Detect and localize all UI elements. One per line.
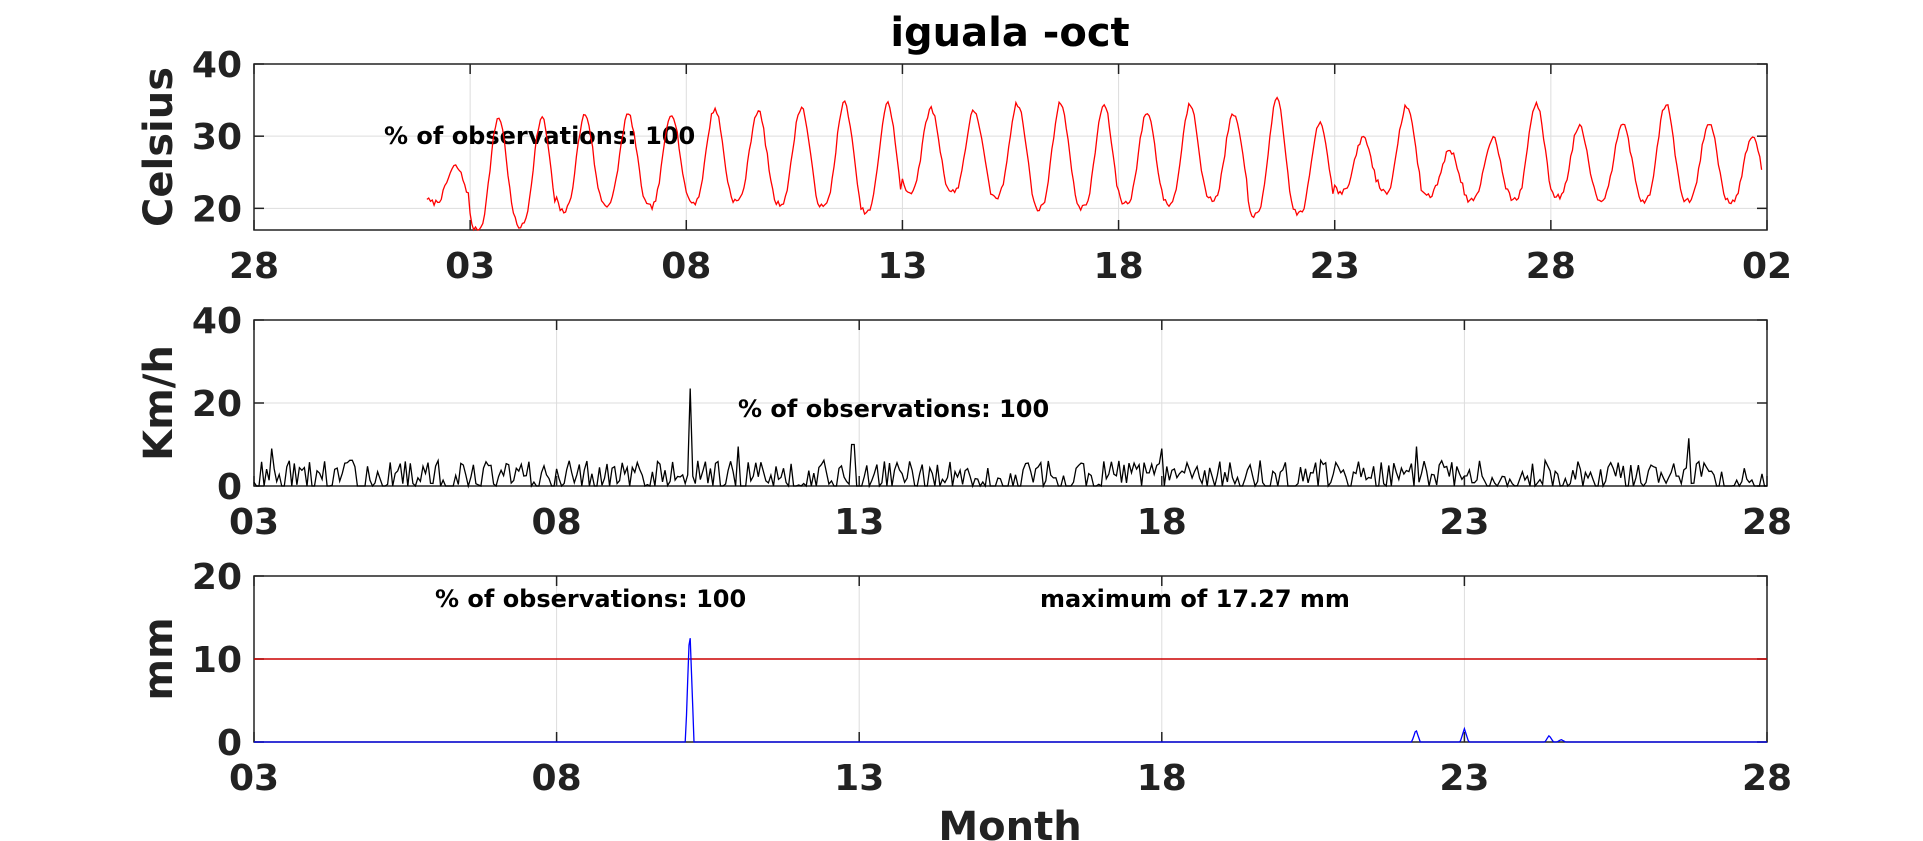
series-line	[254, 638, 1767, 743]
y-tick-label: 0	[217, 467, 242, 508]
precipitation-maximum-annotation: maximum of 17.27 mm	[1040, 585, 1350, 613]
x-tick-label: 18	[1094, 246, 1144, 287]
wind-y-axis-label: Km/h	[136, 345, 182, 461]
precipitation-panel: 0 10 20 03 08 13 18 23 28 mm % of observations:…	[136, 557, 1792, 799]
x-tick-label: 13	[834, 502, 884, 543]
x-tick-label: 28	[1742, 502, 1792, 543]
x-tick-label: 18	[1137, 502, 1187, 543]
x-tick-label: 23	[1439, 758, 1489, 799]
y-tick-label: 20	[192, 384, 242, 425]
y-tick-label: 20	[192, 189, 242, 230]
chart-title: iguala -oct	[890, 10, 1129, 56]
x-tick-label: 13	[834, 758, 884, 799]
temperature-y-axis-label: Celsius	[136, 67, 182, 227]
y-tick-label: 20	[192, 557, 242, 598]
series-line	[253, 388, 1767, 489]
y-tick-label: 10	[192, 640, 242, 681]
wind-observations-annotation: % of observations: 100	[738, 395, 1049, 423]
x-tick-label: 28	[1742, 758, 1792, 799]
series-line	[426, 96, 1763, 232]
precipitation-y-axis-label: mm	[136, 617, 182, 700]
x-tick-label: 08	[532, 502, 582, 543]
x-tick-label: 02	[1742, 246, 1792, 287]
x-tick-label: 13	[877, 246, 927, 287]
x-tick-label: 03	[229, 758, 279, 799]
x-tick-label: 23	[1439, 502, 1489, 543]
x-tick-label: 28	[1526, 246, 1576, 287]
y-tick-label: 0	[217, 723, 242, 764]
x-tick-label: 08	[532, 758, 582, 799]
temperature-plot-area	[253, 63, 1768, 231]
precipitation-observations-annotation: % of observations: 100	[435, 585, 746, 613]
wind-panel: 0 20 40 03 08 13 18 23 28 Km/h % of observation…	[136, 301, 1792, 543]
y-tick-label: 40	[192, 45, 242, 86]
x-tick-label: 03	[445, 246, 495, 287]
x-tick-label: 18	[1137, 758, 1187, 799]
x-tick-label: 28	[229, 246, 279, 287]
y-tick-label: 30	[192, 117, 242, 158]
x-tick-label: 08	[661, 246, 711, 287]
x-tick-label: 23	[1310, 246, 1360, 287]
x-axis-label: Month	[938, 804, 1081, 841]
y-tick-label: 40	[192, 301, 242, 342]
x-tick-label: 03	[229, 502, 279, 543]
